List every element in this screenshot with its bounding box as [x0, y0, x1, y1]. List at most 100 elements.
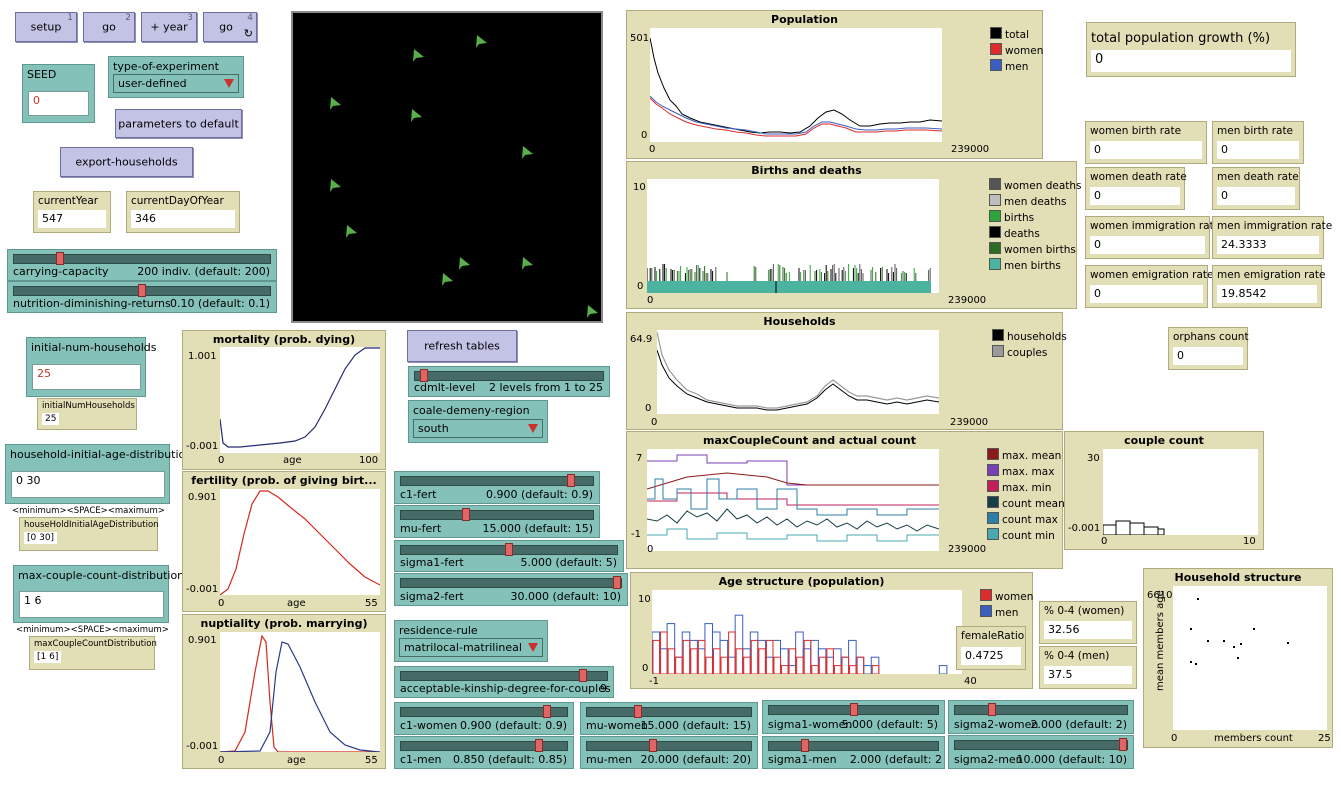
key-hint: 1	[67, 13, 73, 23]
sigma1-women-slider[interactable]: sigma1-women 5.000 (default: 5)	[762, 700, 945, 734]
slider-track[interactable]	[400, 543, 618, 556]
scatter-point	[1190, 661, 1192, 663]
legend-item: max. min	[987, 480, 1065, 496]
legend-label: count max	[1002, 514, 1058, 526]
mu-fert-slider[interactable]: mu-fert 15.000 (default: 15)	[394, 505, 600, 538]
slider-knob[interactable]	[567, 474, 575, 487]
slider-track[interactable]	[400, 576, 622, 589]
slider-knob[interactable]	[634, 705, 642, 718]
setup-button[interactable]: setup 1	[15, 12, 77, 42]
sigma2-men-slider[interactable]: sigma2-men 10.000 (default: 10)	[948, 735, 1134, 769]
men-immigration-rate-monitor: men immigration rate 24.3333	[1212, 216, 1332, 259]
plot-area	[656, 330, 940, 414]
slider-knob[interactable]	[420, 369, 428, 382]
c1-women-slider[interactable]: c1-women 0.900 (default: 0.9)	[394, 702, 574, 735]
c1-men-slider[interactable]: c1-men 0.850 (default: 0.85)	[394, 736, 574, 769]
chooser-value-text: matrilocal-matrilineal	[404, 641, 522, 654]
export-households-button[interactable]: export-households	[60, 147, 193, 177]
coale-demeny-region-chooser[interactable]: coale-demeny-region south	[408, 400, 548, 443]
household-initial-age-distribution-input[interactable]: household-initial-age-distribution 0 30	[5, 444, 192, 504]
chooser-value-text: user-defined	[118, 77, 187, 90]
slider-knob[interactable]	[649, 739, 657, 752]
slider-name: sigma2-fert	[400, 590, 464, 603]
residence-rule-chooser[interactable]: residence-rule matrilocal-matrilineal	[394, 620, 548, 662]
cdmlt-level-slider[interactable]: cdmlt-level 2 levels from 1 to 25	[408, 366, 610, 397]
input-label: initial-num-households	[31, 341, 157, 354]
plot-area	[649, 28, 943, 142]
pct-men-monitor: % 0-4 (men) 37.5	[1039, 646, 1137, 689]
plus-year-button[interactable]: + year 3	[141, 12, 197, 42]
seed-field[interactable]: 0	[28, 91, 89, 116]
slider-track[interactable]	[954, 703, 1128, 716]
slider-knob[interactable]	[138, 284, 146, 297]
slider-knob[interactable]	[505, 543, 513, 556]
slider-track[interactable]	[400, 508, 594, 521]
type-of-experiment-chooser[interactable]: type-of-experiment user-defined	[108, 56, 244, 98]
slider-track[interactable]	[400, 669, 608, 682]
slider-knob[interactable]	[988, 703, 996, 716]
kinship-degree-slider[interactable]: acceptable-kinship-degree-for-couples 9	[394, 666, 614, 698]
slider-track[interactable]	[768, 739, 939, 752]
legend-label: total	[1005, 29, 1030, 41]
slider-track[interactable]	[400, 705, 568, 718]
slider-track[interactable]	[400, 739, 568, 752]
nutrition-slider[interactable]: nutrition-diminishing-returns 0.10 (defa…	[7, 281, 277, 313]
slider-knob[interactable]	[543, 705, 551, 718]
plot-area	[219, 489, 381, 596]
chooser-value[interactable]: south	[413, 419, 543, 438]
orphans-count-monitor: orphans count 0	[1168, 327, 1249, 370]
carrying-capacity-slider[interactable]: carrying-capacity 200 indiv. (default: 2…	[7, 249, 277, 281]
slider-track[interactable]	[954, 738, 1128, 751]
slider-track[interactable]	[400, 474, 594, 487]
fertility-chart	[219, 490, 381, 596]
births-deaths-plot: Births and deaths 10 0 0 239000 women de…	[626, 161, 1082, 309]
input-field[interactable]: 25	[32, 364, 141, 390]
seed-input[interactable]: SEED 0	[22, 64, 95, 123]
mu-men-slider[interactable]: mu-men 20.000 (default: 20)	[580, 736, 758, 769]
age-structure-legend: women men	[980, 589, 1033, 621]
scatter-point	[1195, 663, 1197, 665]
y-min-label: -0.001	[186, 741, 219, 752]
legend-swatch	[992, 345, 1004, 357]
slider-knob[interactable]	[850, 703, 858, 716]
sigma1-men-slider[interactable]: sigma1-men 2.000 (default: 2	[762, 736, 945, 769]
world-view[interactable]	[291, 11, 603, 323]
input-field[interactable]: 0 30	[11, 471, 165, 498]
chooser-value[interactable]: matrilocal-matrilineal	[399, 638, 543, 657]
slider-knob[interactable]	[462, 508, 470, 521]
slider-knob[interactable]	[1119, 738, 1127, 751]
total-population-growth-monitor: total population growth (%) 0	[1086, 22, 1296, 77]
c1-fert-slider[interactable]: c1-fert 0.900 (default: 0.9)	[394, 471, 600, 504]
input-field[interactable]: 1 6	[19, 591, 164, 618]
sigma1-fert-slider[interactable]: sigma1-fert 5.000 (default: 5)	[394, 540, 624, 572]
slider-knob[interactable]	[613, 576, 621, 589]
slider-track[interactable]	[13, 284, 271, 297]
parameters-to-default-button[interactable]: parameters to default	[115, 109, 242, 138]
slider-knob[interactable]	[535, 739, 543, 752]
slider-knob[interactable]	[56, 252, 64, 265]
initial-num-households-input[interactable]: initial-num-households 25	[26, 337, 157, 397]
chooser-value[interactable]: user-defined	[113, 74, 239, 93]
slider-track[interactable]	[768, 703, 939, 716]
slider-track[interactable]	[13, 252, 271, 265]
slider-knob[interactable]	[579, 669, 587, 682]
slider-track[interactable]	[586, 739, 752, 752]
legend-item: count mean	[987, 496, 1065, 512]
y-min-label: -0.001	[186, 584, 219, 595]
legend-item: women	[990, 43, 1043, 59]
refresh-tables-button[interactable]: refresh tables	[407, 330, 517, 362]
max-couple-count-distribution-input[interactable]: max-couple-count-distribution 1 6	[13, 565, 184, 623]
slider-knob[interactable]	[801, 739, 809, 752]
seed-label: SEED	[27, 68, 57, 81]
monitor-label: currentYear	[38, 195, 99, 207]
go-button[interactable]: go 2	[83, 12, 135, 42]
mu-women-slider[interactable]: mu-women 15.000 (default: 15)	[580, 702, 758, 735]
monitor-label: women birth rate	[1090, 125, 1182, 137]
women-bar	[750, 639, 759, 675]
slider-track[interactable]	[414, 369, 604, 382]
slider-track[interactable]	[586, 705, 752, 718]
go-forever-button[interactable]: go 4 ↻	[203, 12, 257, 42]
sigma2-fert-slider[interactable]: sigma2-fert 30.000 (default: 10)	[394, 573, 628, 606]
sigma2-women-slider[interactable]: sigma2-women 2.000 (default: 2)	[948, 700, 1134, 734]
nuptiality-plot: nuptiality (prob. marrying) 0.901 -0.001…	[182, 614, 386, 769]
